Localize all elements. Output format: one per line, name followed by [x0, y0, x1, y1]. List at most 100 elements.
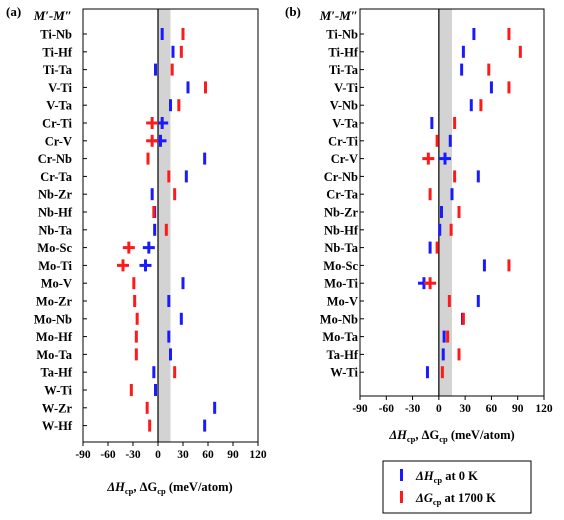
hcp-marker: [179, 312, 183, 325]
hcp-marker: [430, 117, 434, 129]
category-label: W-Ti: [44, 384, 72, 398]
x-tick-label: 120: [535, 403, 553, 415]
x-tick-label: 90: [512, 403, 524, 415]
hcp-marker: [469, 99, 473, 112]
gcp-marker: [152, 206, 156, 218]
gcp-marker: [134, 330, 138, 343]
category-label: Ti-Ta: [43, 63, 73, 77]
x-tick-label: 60: [202, 449, 214, 461]
gcp-marker: [134, 348, 138, 361]
category-label: Mo-Zr: [36, 295, 73, 309]
category-label: Nb-Ta: [38, 223, 72, 237]
hcp-cross-marker: [142, 241, 155, 254]
hcp-marker: [472, 28, 476, 40]
gcp-marker: [146, 152, 150, 165]
category-label: V-Ta: [332, 117, 358, 131]
hcp-marker: [203, 419, 207, 432]
hcp-marker: [167, 330, 171, 343]
gcp-marker: [457, 348, 461, 361]
legend-swatch-hcp: [400, 469, 403, 481]
gcp-marker: [453, 170, 457, 183]
category-label: Ti-Nb: [40, 28, 72, 42]
hcp-marker: [489, 81, 493, 94]
x-tick-label: 0: [155, 449, 161, 461]
x-tick-label: 60: [486, 403, 498, 415]
hcp-marker: [154, 384, 157, 396]
gcp-marker: [148, 419, 152, 432]
gcp-cross-marker: [146, 134, 159, 147]
gcp-marker: [177, 99, 181, 112]
category-label: Nb-Hf: [324, 223, 359, 237]
category-label: Cr-Nb: [324, 170, 358, 184]
panel-a-label: (a): [6, 4, 21, 19]
gcp-marker: [164, 223, 168, 236]
gcp-marker: [449, 223, 453, 236]
gcp-marker: [428, 188, 432, 201]
category-label: Mo-Sc: [37, 241, 72, 255]
hcp-marker: [153, 223, 157, 236]
category-label: Mo-Nb: [34, 312, 72, 326]
gcp-marker: [145, 401, 149, 414]
gcp-cross-marker: [117, 259, 129, 272]
x-tick-label: -60: [100, 449, 116, 461]
gcp-marker: [173, 366, 177, 379]
category-label: Ta-Hf: [41, 366, 73, 380]
gcp-marker: [440, 366, 444, 379]
panel-a-plot-frame: [82, 8, 259, 443]
gcp-marker: [135, 312, 139, 325]
category-label: W-Zr: [42, 401, 73, 415]
hcp-marker: [160, 28, 164, 40]
gcp-marker: [453, 117, 457, 129]
hcp-marker: [448, 134, 452, 147]
category-label: Mo-Ti: [38, 259, 72, 273]
hcp-marker: [428, 241, 432, 254]
category-label: Cr-V: [331, 152, 358, 166]
x-tick-label: -90: [352, 403, 368, 415]
panel-b-plot-frame: [359, 8, 545, 397]
category-label: Nb-Ta: [324, 241, 358, 255]
x-tick-label: -30: [405, 403, 421, 415]
x-tick-label: 30: [459, 403, 471, 415]
category-label: Cr-Ti: [328, 134, 358, 148]
hcp-marker: [203, 152, 207, 165]
hcp-marker: [213, 401, 217, 414]
hcp-marker: [439, 206, 443, 218]
gcp-marker: [507, 81, 511, 94]
gcp-marker: [435, 241, 439, 254]
shaded-band: [158, 9, 171, 442]
category-label: Cr-Ta: [326, 188, 358, 202]
category-label: W-Hf: [42, 419, 73, 433]
legend-swatch-gcp: [400, 491, 403, 503]
category-label: Ti-Hf: [42, 45, 72, 59]
x-tick-label: 90: [227, 449, 239, 461]
panel-b: (b) M′-M″ Ti-Nb Ti-Hf Ti-Ta V-Ti V-Nb V-Ta Cr-…: [285, 4, 553, 444]
legend-entry-gcp: ΔGcp at 1700 K: [415, 491, 496, 507]
x-tick-label: -30: [125, 449, 141, 461]
category-label: Ti-Nb: [326, 28, 358, 42]
gcp-marker: [133, 295, 137, 307]
gcp-marker: [132, 277, 136, 290]
hcp-cross-marker: [438, 152, 451, 165]
category-label: Mo-Ta: [322, 330, 358, 344]
category-label: V-Ti: [48, 81, 72, 95]
legend-entry-hcp: ΔHcp at 0 K: [415, 469, 478, 485]
category-label: Ti-Ta: [329, 63, 359, 77]
hcp-marker: [442, 330, 446, 343]
hcp-marker: [438, 223, 442, 236]
gcp-marker: [518, 45, 522, 58]
panel-a-category-header: M′-M″: [33, 8, 72, 23]
category-label: Mo-V: [41, 277, 72, 291]
hcp-marker: [450, 188, 454, 201]
gcp-marker: [170, 63, 174, 76]
hcp-marker: [169, 348, 172, 361]
x-tick-label: -60: [379, 403, 395, 415]
hcp-marker: [184, 170, 188, 183]
gcp-marker: [507, 259, 511, 272]
gcp-marker: [204, 81, 207, 94]
gcp-marker: [447, 295, 451, 307]
category-label: Mo-Sc: [323, 259, 358, 273]
gcp-marker: [435, 134, 439, 147]
gcp-marker: [461, 312, 465, 325]
category-label: V-Nb: [330, 99, 358, 113]
